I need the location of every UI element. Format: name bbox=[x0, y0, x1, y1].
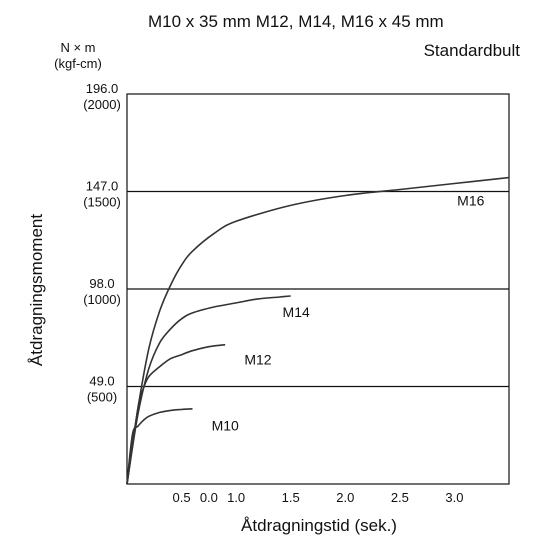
x-tick-label: 1.5 bbox=[282, 490, 300, 505]
grid-lines bbox=[127, 190, 509, 388]
series-label-m10: M10 bbox=[212, 417, 239, 433]
series-label-m14: M14 bbox=[283, 304, 310, 320]
series-line-m14 bbox=[126, 295, 291, 485]
y-tick-label: 147.0 bbox=[86, 179, 119, 194]
y-tick-sublabel: (500) bbox=[87, 390, 117, 405]
y-tick-label: 196.0 bbox=[86, 81, 119, 96]
x-tick-label: 1.0 bbox=[227, 490, 245, 505]
chart-title: M10 x 35 mm M12, M14, M16 x 45 mm bbox=[148, 12, 444, 31]
series-labels: M10 M12 M14 M16 bbox=[212, 192, 485, 433]
y-tick-label: 98.0 bbox=[89, 276, 114, 291]
series-lines bbox=[126, 176, 510, 485]
x-tick-label: 0.0 bbox=[200, 490, 218, 505]
x-tick-label: 2.0 bbox=[336, 490, 354, 505]
y-unit-sub-label: (kgf-cm) bbox=[54, 56, 102, 71]
series-label-m12: M12 bbox=[244, 352, 271, 368]
y-tick-label: 49.0 bbox=[89, 374, 114, 389]
y-tick-sublabel: (1500) bbox=[83, 195, 121, 210]
series-label-m16: M16 bbox=[457, 192, 484, 208]
y-axis-label: Åtdragningsmoment bbox=[27, 214, 46, 366]
series-line-m16 bbox=[126, 176, 510, 485]
y-tick-sublabel: (2000) bbox=[83, 97, 121, 112]
y-unit-label: N × m bbox=[60, 40, 95, 55]
x-tick-label: 3.0 bbox=[445, 490, 463, 505]
x-tick-label: 0.5 bbox=[173, 490, 191, 505]
x-tick-label: 2.5 bbox=[391, 490, 409, 505]
y-tick-labels: 49.0(500) 98.0(1000) 147.0(1500) 196.0(2000… bbox=[83, 81, 121, 405]
y-tick-sublabel: (1000) bbox=[83, 292, 121, 307]
x-tick-labels: 0.5 0.0 1.0 1.5 2.0 2.5 3.0 bbox=[173, 490, 464, 505]
chart-subtitle: Standardbult bbox=[424, 41, 521, 60]
x-axis-label: Åtdragningstid (sek.) bbox=[241, 516, 397, 535]
series-line-m12 bbox=[126, 343, 226, 485]
